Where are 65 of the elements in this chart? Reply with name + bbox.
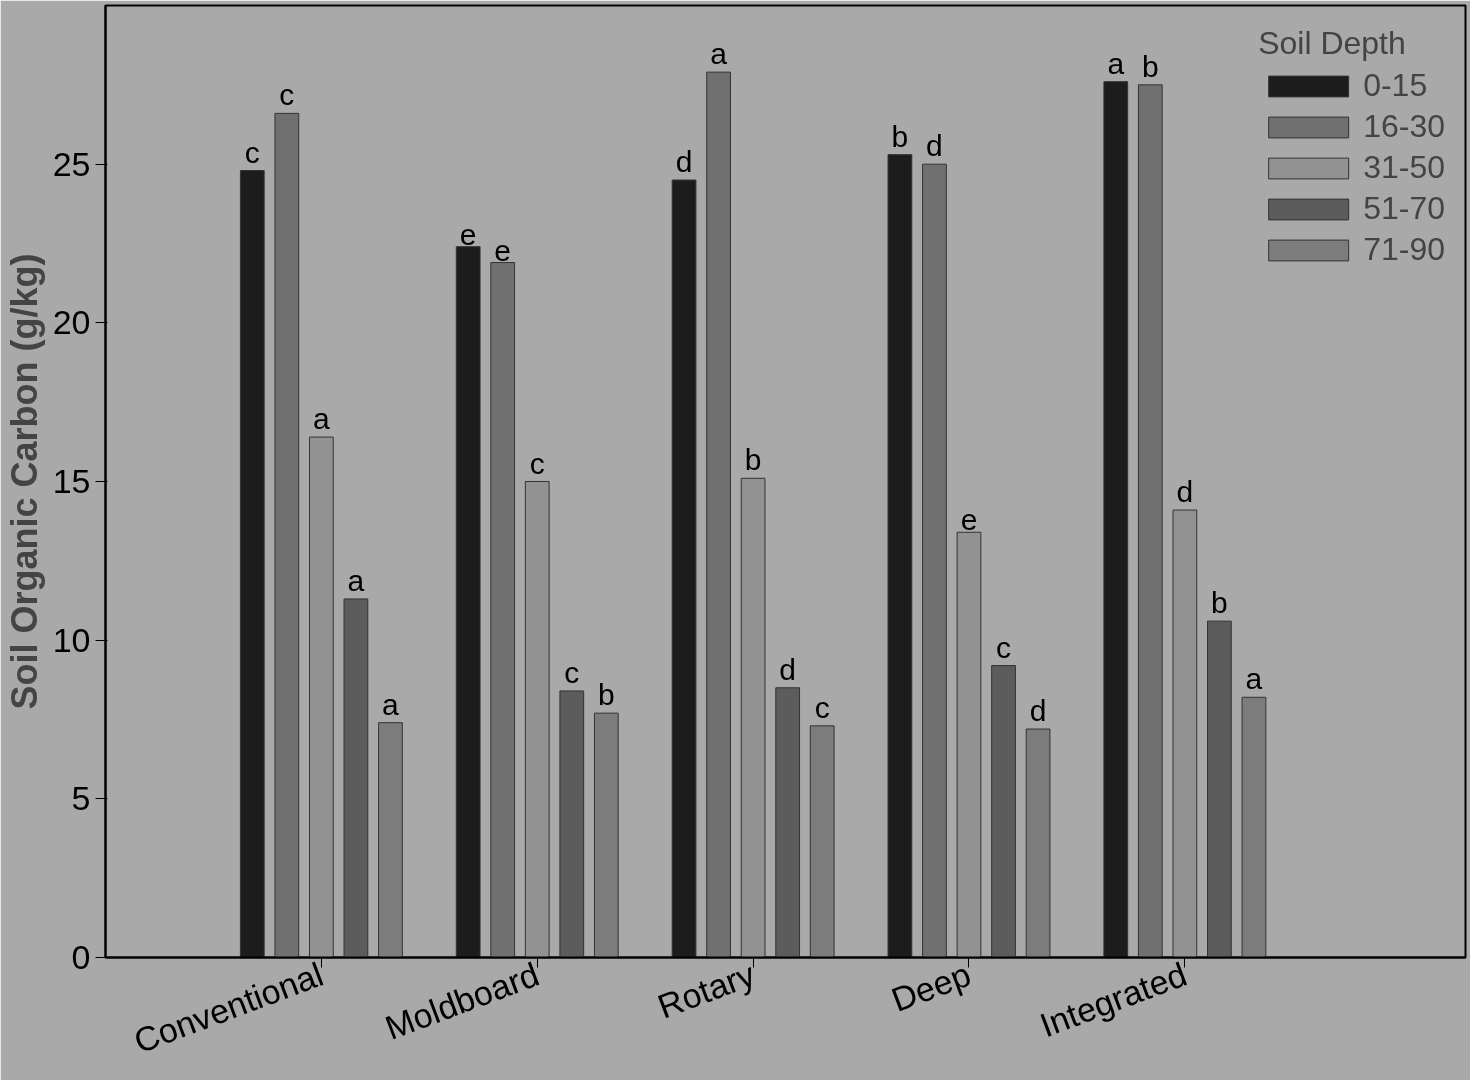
data-label: c xyxy=(244,135,260,169)
bar xyxy=(671,179,697,958)
data-label: c xyxy=(564,655,580,689)
bar xyxy=(775,687,801,958)
data-label: d xyxy=(779,652,796,686)
legend-label: 0-15 xyxy=(1363,67,1428,104)
data-label: b xyxy=(891,119,909,153)
data-label: e xyxy=(960,503,978,537)
x-tick-label: Rotary xyxy=(652,954,760,1026)
data-label: c xyxy=(814,690,830,724)
legend-label: 31-50 xyxy=(1363,149,1445,186)
y-tick-label: 10 xyxy=(52,620,91,659)
bar xyxy=(1172,509,1198,958)
bar xyxy=(1207,620,1232,958)
y-tick-label: 5 xyxy=(71,779,91,818)
bar xyxy=(991,665,1016,958)
x-tick-label: Deep xyxy=(886,954,976,1019)
data-label: d xyxy=(926,129,943,163)
y-tick-label: 25 xyxy=(52,144,91,183)
legend-title: Soil Depth xyxy=(1258,25,1407,62)
bar xyxy=(490,262,516,958)
data-label: c xyxy=(529,446,545,480)
bar xyxy=(740,477,766,958)
y-axis-title: Soil Organic Carbon (g/kg) xyxy=(3,253,45,710)
bar xyxy=(239,170,265,958)
data-label: a xyxy=(347,563,365,597)
legend-label: 16-30 xyxy=(1363,108,1445,145)
data-label: c xyxy=(996,630,1012,664)
bar xyxy=(559,690,585,958)
data-label: b xyxy=(597,678,615,712)
y-tick-label: 20 xyxy=(52,303,91,342)
data-label: a xyxy=(313,402,331,436)
y-tick-label: 15 xyxy=(52,462,91,500)
legend-label: 71-90 xyxy=(1363,231,1445,268)
bar xyxy=(309,436,334,958)
bar xyxy=(524,481,550,958)
bar xyxy=(887,154,913,958)
data-label: a xyxy=(1245,662,1263,696)
data-label: b xyxy=(1141,49,1159,83)
bar xyxy=(1025,728,1051,958)
bar xyxy=(378,722,403,958)
legend-label: 51-70 xyxy=(1363,190,1445,227)
data-label: a xyxy=(710,37,728,71)
data-label: d xyxy=(675,145,693,179)
bar xyxy=(706,71,731,958)
y-tick-label: 0 xyxy=(71,938,91,976)
bar xyxy=(956,531,982,958)
bar xyxy=(343,598,369,958)
bar xyxy=(274,112,300,958)
data-label: e xyxy=(494,233,512,267)
data-label: c xyxy=(279,78,295,112)
bar xyxy=(1103,81,1129,958)
data-label: a xyxy=(382,687,400,721)
bar xyxy=(809,725,835,958)
bar xyxy=(593,712,619,958)
data-label: d xyxy=(1029,694,1047,728)
data-label: d xyxy=(1176,475,1194,509)
bar xyxy=(922,163,947,958)
bar xyxy=(1241,696,1267,958)
data-label: a xyxy=(1107,46,1125,80)
data-label: b xyxy=(1211,586,1228,620)
bar xyxy=(1137,84,1163,958)
bar xyxy=(455,246,481,958)
data-label: e xyxy=(459,217,477,251)
data-label: b xyxy=(744,443,762,477)
